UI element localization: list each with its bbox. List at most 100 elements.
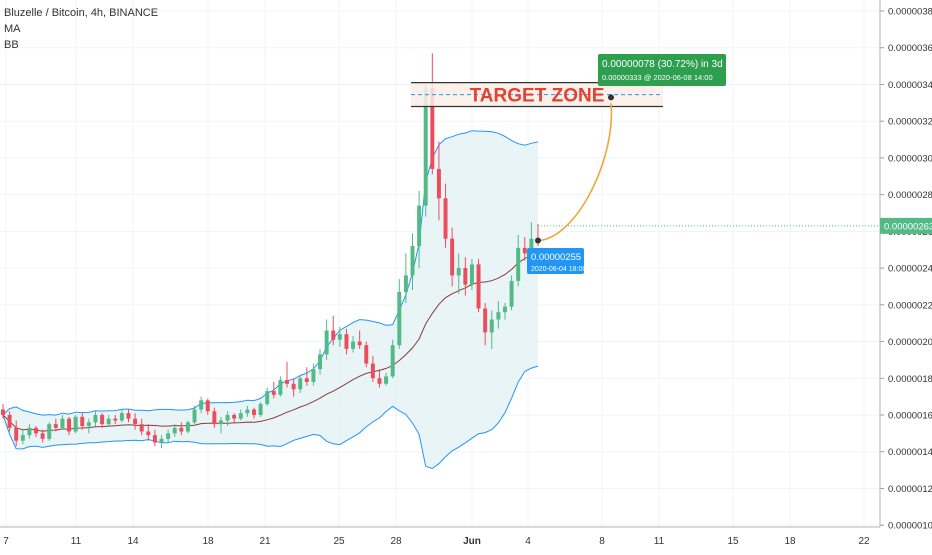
- candle-body: [364, 345, 369, 364]
- candle-body: [232, 414, 237, 419]
- candle: [390, 339, 395, 379]
- candle: [60, 414, 65, 430]
- candle: [502, 302, 507, 320]
- candle-body: [139, 424, 144, 432]
- candle-body: [212, 411, 217, 425]
- candle-body: [351, 341, 356, 349]
- x-tick-label: 22: [858, 536, 870, 547]
- candle: [113, 414, 118, 425]
- candle: [417, 190, 422, 269]
- candle: [331, 315, 336, 346]
- candle: [516, 235, 521, 287]
- candle-body: [218, 420, 223, 425]
- candle-body: [172, 427, 177, 434]
- candle-body: [496, 312, 501, 320]
- candle-body: [430, 88, 435, 169]
- current-price-label: 0.00000263: [884, 221, 932, 232]
- entry-label-box: [527, 248, 584, 274]
- projection-label: 0.00000078 (30.72%) in 3d 20h 0.00000333 …: [598, 54, 742, 86]
- candle: [126, 409, 131, 423]
- x-tick-label: 18: [784, 536, 796, 547]
- moving-average-line: [2, 253, 539, 432]
- candle-body: [34, 427, 39, 434]
- x-tick-label: 25: [333, 536, 345, 547]
- candle: [483, 302, 488, 346]
- entry-label: 0.00000255 2020-06-04 18:00: [527, 248, 586, 274]
- candle: [397, 279, 402, 349]
- candle: [271, 381, 276, 399]
- bollinger-lower-line: [2, 365, 539, 470]
- candle-body: [14, 427, 19, 441]
- candle-body: [53, 424, 58, 428]
- candle-body: [403, 275, 408, 292]
- candle-body: [126, 413, 131, 419]
- candle-body: [357, 341, 362, 346]
- candle-body: [417, 205, 422, 247]
- indicator-ma: MA: [4, 23, 21, 35]
- candle: [364, 341, 369, 368]
- candle: [159, 435, 164, 449]
- candle: [463, 257, 468, 296]
- candle-body: [133, 418, 138, 425]
- candle-body: [179, 427, 184, 432]
- candle-body: [185, 422, 190, 432]
- candle: [430, 53, 435, 175]
- candle-body: [86, 422, 91, 427]
- candles: [1, 53, 540, 449]
- candle-body: [40, 433, 45, 439]
- candle: [40, 429, 45, 443]
- candle: [258, 402, 263, 417]
- candle-body: [384, 376, 389, 384]
- candle-body: [238, 413, 243, 419]
- candle-body: [159, 438, 164, 443]
- candle: [469, 258, 474, 291]
- candle: [14, 420, 19, 447]
- candle-body: [7, 414, 12, 428]
- candle-body: [119, 413, 124, 421]
- candle-body: [502, 306, 507, 313]
- candle-body: [483, 308, 488, 333]
- candle-body: [324, 330, 329, 355]
- candle-body: [522, 247, 527, 254]
- candle-body: [80, 416, 85, 427]
- candle: [450, 227, 455, 287]
- candle: [212, 407, 217, 428]
- candle: [199, 396, 204, 414]
- candle: [311, 363, 316, 386]
- candle-body: [489, 319, 494, 333]
- candle-body: [113, 418, 118, 421]
- candle-body: [298, 378, 303, 390]
- candle-body: [516, 247, 521, 281]
- candle-body: [390, 345, 395, 377]
- candle-body: [337, 334, 342, 340]
- candle: [509, 275, 514, 311]
- target-zone: TARGET ZONE: [411, 82, 663, 108]
- bollinger-upper-line: [2, 130, 539, 416]
- candle-body: [166, 433, 171, 439]
- candle-body: [73, 416, 78, 432]
- x-tick-label: 28: [390, 536, 402, 547]
- candle-body: [205, 400, 210, 412]
- candle-body: [60, 418, 65, 428]
- candle: [185, 420, 190, 434]
- candle: [337, 326, 342, 348]
- candle: [20, 429, 25, 445]
- candle-body: [252, 409, 256, 415]
- candle: [232, 413, 237, 423]
- candle: [443, 183, 448, 248]
- candle: [53, 418, 58, 432]
- candle: [324, 319, 329, 360]
- projection-label-box: [598, 54, 726, 86]
- chart-title: Bluzelle / Bitcoin, 4h, BINANCE: [4, 7, 159, 19]
- candle-body: [529, 238, 534, 254]
- projection-arrow: [539, 103, 613, 242]
- candle-body: [1, 409, 5, 415]
- candle-body: [285, 380, 289, 384]
- candle-body: [27, 427, 32, 436]
